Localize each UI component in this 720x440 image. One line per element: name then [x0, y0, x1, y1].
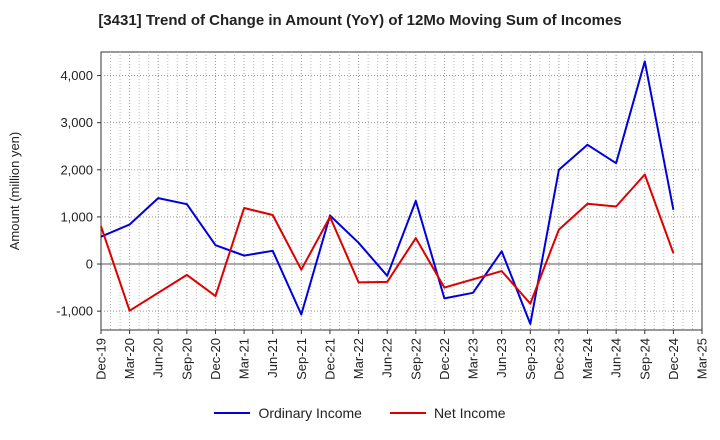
x-tick-label: Mar-24: [580, 338, 595, 379]
x-tick-label: Jun-24: [609, 338, 624, 378]
x-tick-label: Dec-22: [437, 338, 452, 380]
legend-swatch: [214, 412, 251, 414]
x-tick-label: Dec-24: [666, 338, 681, 380]
series-lines: [100, 60, 675, 325]
legend-item: Ordinary Income: [214, 405, 362, 421]
y-axis-label: Amount (million yen): [7, 132, 22, 251]
y-tick-label: 1,000: [60, 209, 93, 224]
x-tick-label: Mar-20: [122, 338, 137, 379]
x-tick-label: Dec-21: [322, 338, 337, 380]
y-tick-label: 0: [86, 257, 93, 272]
y-tick-label: -1,000: [56, 304, 93, 319]
x-tick-label: Dec-23: [551, 338, 566, 380]
legend: Ordinary Income Net Income: [0, 405, 720, 421]
x-tick-label: Mar-23: [466, 338, 481, 379]
y-tick-label: 2,000: [60, 162, 93, 177]
legend-item: Net Income: [389, 405, 506, 421]
legend-label: Ordinary Income: [258, 405, 362, 421]
axes: -1,000 0 1,000 2,000 3,000 4,000 Dec-19 Mar-20 J…: [56, 68, 709, 380]
y-tick-label: 4,000: [60, 68, 93, 83]
x-tick-label: Sep-21: [294, 338, 309, 380]
x-tick-label: Mar-25: [695, 338, 710, 379]
y-tick-label: 3,000: [60, 115, 93, 130]
x-tick-label: Jun-22: [380, 338, 395, 378]
legend-label: Net Income: [433, 405, 506, 421]
x-tick-label: Jun-23: [494, 338, 509, 378]
x-tick-label: Sep-24: [637, 338, 652, 380]
x-tick-label: Dec-20: [208, 338, 223, 380]
x-tick-label: Sep-20: [179, 338, 194, 380]
grid: [100, 51, 703, 331]
x-tick-label: Sep-23: [523, 338, 538, 380]
x-tick-label: Dec-19: [94, 338, 109, 380]
chart-title: [3431] Trend of Change in Amount (YoY) o…: [98, 12, 622, 29]
series-line-ordinary-income: [100, 60, 675, 325]
series-line-net-income: [100, 173, 675, 312]
x-tick-label: Jun-21: [265, 338, 280, 378]
plot-frame: [100, 51, 703, 331]
x-tick-label: Mar-22: [351, 338, 366, 379]
legend-swatch: [389, 412, 426, 414]
x-tick-label: Jun-20: [151, 338, 166, 378]
x-tick-label: Sep-22: [408, 338, 423, 380]
x-tick-label: Mar-21: [237, 338, 252, 379]
